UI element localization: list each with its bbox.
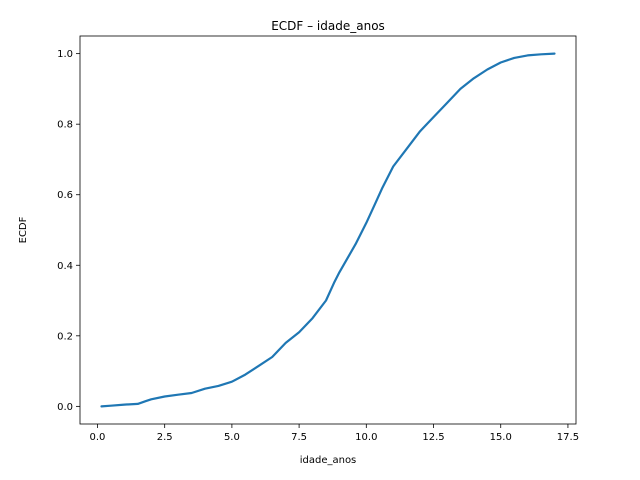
y-tick-label: 0.0 <box>57 402 73 413</box>
x-tick-label: 17.5 <box>557 432 579 443</box>
x-tick-label: 12.5 <box>422 432 444 443</box>
y-tick-label: 0.8 <box>57 120 73 131</box>
x-tick-label: 15.0 <box>490 432 512 443</box>
y-tick-label: 0.4 <box>57 261 73 272</box>
x-axis-ticks: 0.0 2.5 5.0 7.5 10.0 12.5 15.0 17.5 <box>90 424 579 443</box>
x-tick-label: 5.0 <box>224 432 240 443</box>
y-tick-label: 0.2 <box>57 331 73 342</box>
x-tick-label: 10.0 <box>355 432 377 443</box>
x-tick-label: 7.5 <box>291 432 307 443</box>
y-axis-label: ECDF <box>18 216 29 243</box>
y-axis-ticks: 0.0 0.2 0.4 0.6 0.8 1.0 <box>57 49 80 413</box>
x-tick-label: 2.5 <box>157 432 173 443</box>
y-tick-label: 1.0 <box>57 49 73 60</box>
y-tick-label: 0.6 <box>57 190 73 201</box>
x-axis-label: idade_anos <box>300 455 357 466</box>
x-tick-label: 0.0 <box>90 432 106 443</box>
plot-background <box>80 36 576 424</box>
chart-title: ECDF – idade_anos <box>271 19 385 33</box>
plot-frame <box>79 35 577 425</box>
ecdf-series-line <box>100 52 556 408</box>
